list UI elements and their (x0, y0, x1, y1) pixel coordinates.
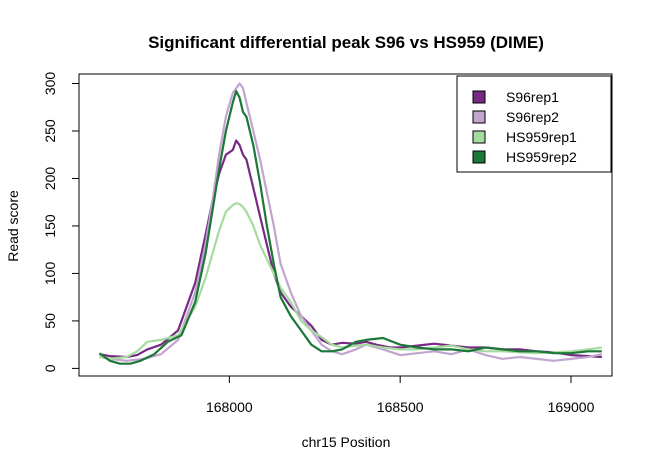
y-axis: 0 50 100 150 200 250 300 (42, 72, 79, 372)
series-line-HS959rep2 (98, 89, 602, 365)
plot-frame (78, 73, 613, 377)
legend-swatch-HS959rep1 (472, 130, 486, 144)
y-tick-label: 250 (42, 119, 58, 143)
y-axis-label: Read score (5, 190, 21, 262)
legend-label-S96rep2: S96rep2 (506, 109, 559, 125)
legend: S96rep1 S96rep2 HS959rep1 HS959rep2 (456, 75, 612, 173)
x-axis: 168000 168500 169000 (206, 376, 595, 415)
chart-title: Significant differential peak S96 vs HS9… (148, 33, 544, 52)
legend-swatch-HS959rep2 (472, 150, 486, 164)
series-line-S96rep1 (99, 139, 602, 359)
y-tick-label: 300 (42, 72, 58, 96)
legend-label-HS959rep2: HS959rep2 (506, 149, 577, 165)
x-axis-label: chr15 Position (302, 434, 391, 450)
y-tick-label: 150 (42, 214, 58, 238)
legend-label-HS959rep1: HS959rep1 (506, 129, 577, 145)
y-tick-label: 50 (42, 313, 58, 329)
legend-swatch-S96rep1 (472, 90, 486, 104)
series-line-HS959rep1 (99, 202, 602, 360)
series-lines (98, 82, 603, 365)
series-line-S96rep2 (99, 82, 603, 362)
x-tick-label: 169000 (548, 399, 595, 415)
x-tick-label: 168000 (206, 399, 253, 415)
legend-swatch-S96rep2 (472, 110, 486, 124)
legend-label-S96rep1: S96rep1 (506, 89, 559, 105)
x-tick-label: 168500 (377, 399, 424, 415)
y-tick-label: 200 (42, 167, 58, 191)
y-tick-label: 0 (42, 364, 58, 372)
y-tick-label: 100 (42, 262, 58, 286)
